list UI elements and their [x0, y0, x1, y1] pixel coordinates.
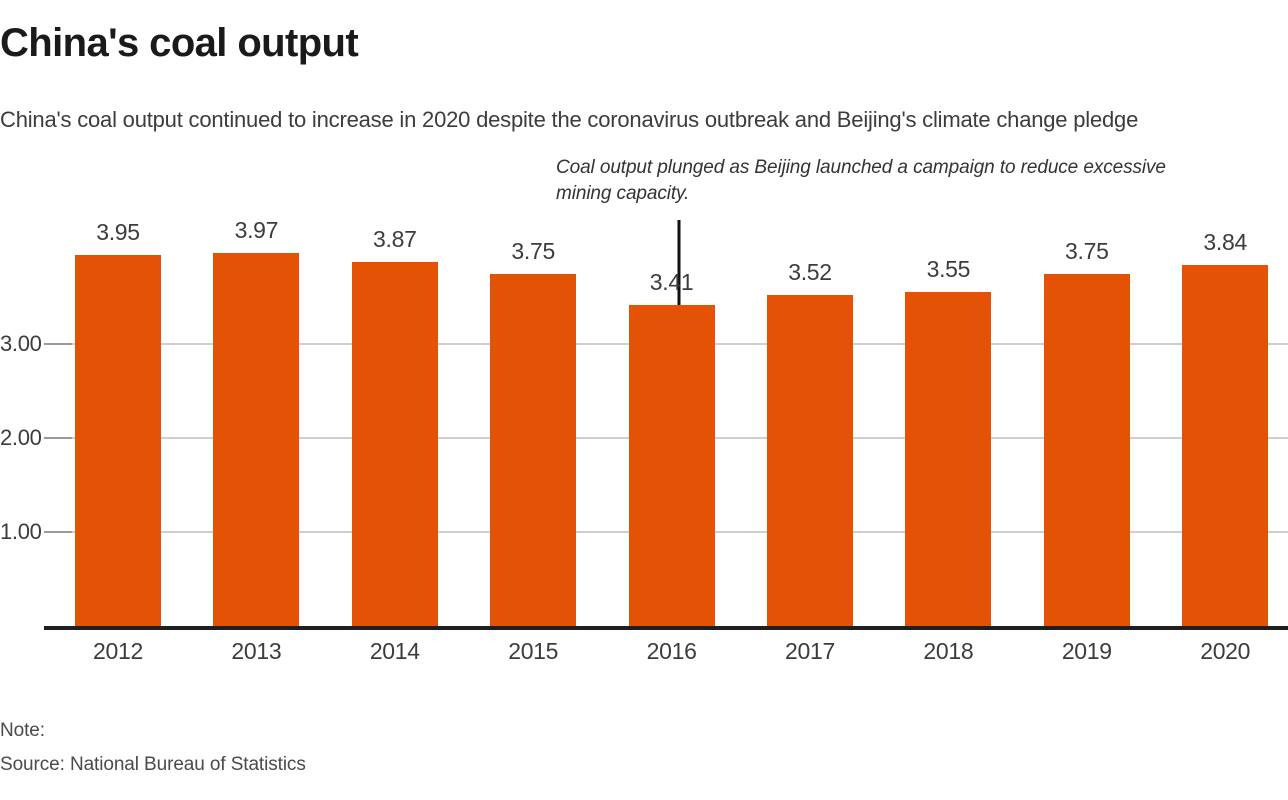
bar-value-label-2016: 3.41	[649, 269, 694, 296]
ytick-label-2: 2.00	[0, 425, 42, 450]
chart-subtitle: China's coal output continued to increas…	[0, 107, 1139, 132]
gridline-tick-3	[44, 343, 72, 345]
bar-2013[interactable]	[213, 252, 300, 626]
bar-2017[interactable]	[767, 295, 853, 626]
x-axis-line	[44, 626, 1288, 630]
bar-value-label-2013: 3.97	[234, 216, 279, 243]
ytick-label-3: 3.00	[0, 331, 42, 356]
bar-value-label-2015: 3.75	[511, 237, 555, 264]
xtick-label-2020: 2020	[1200, 638, 1251, 664]
bar-2019[interactable]	[1043, 273, 1130, 626]
gridline-tick-1	[44, 531, 72, 533]
xtick-label-2012: 2012	[93, 638, 143, 664]
bar-2018[interactable]	[905, 292, 992, 626]
xtick-label-2018: 2018	[923, 638, 974, 664]
bar-value-label-2018: 3.55	[926, 256, 971, 283]
bar-value-label-2014: 3.87	[373, 226, 417, 253]
page-title: China's coal output	[0, 21, 359, 65]
bar-2020[interactable]	[1182, 265, 1269, 626]
chart-plot-area: 3.00 2.00 1.00 3.95 2012 3.97 2013 3.87 2014 3…	[0, 217, 1288, 664]
annotation-text: Coal output plunged as Beijing launched …	[556, 157, 1166, 204]
bar-value-label-2019: 3.75	[1065, 237, 1109, 264]
bar-2015[interactable]	[490, 273, 577, 626]
xtick-label-2016: 2016	[646, 638, 697, 664]
xtick-label-2013: 2013	[231, 638, 282, 664]
bar-2014[interactable]	[351, 262, 438, 626]
footer-note: Note:	[0, 720, 45, 741]
xtick-label-2019: 2019	[1061, 638, 1112, 664]
bar-2016[interactable]	[628, 305, 715, 626]
ytick-label-1: 1.00	[0, 519, 42, 544]
bar-2012[interactable]	[75, 254, 161, 626]
xtick-label-2014: 2014	[369, 638, 420, 664]
bar-value-label-2020: 3.84	[1203, 229, 1247, 256]
bar-value-label-2017: 3.52	[788, 259, 832, 286]
bar-value-label-2012: 3.95	[96, 218, 140, 245]
xtick-label-2017: 2017	[785, 638, 835, 664]
footer-source: Source: National Bureau of Statistics	[0, 754, 306, 775]
xtick-label-2015: 2015	[508, 638, 559, 664]
gridline-tick-2	[44, 437, 72, 439]
